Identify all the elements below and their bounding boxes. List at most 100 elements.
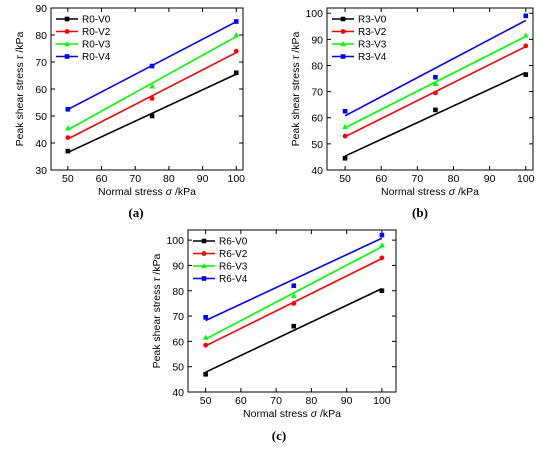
data-point-r6-v4 bbox=[291, 283, 297, 288]
x-tick-label: 70 bbox=[129, 173, 141, 185]
data-point-r0-v4 bbox=[233, 19, 239, 24]
data-point-r0-v2 bbox=[65, 135, 71, 141]
data-point-r3-v2 bbox=[433, 90, 438, 96]
legend-marker bbox=[64, 41, 70, 47]
y-tick-label: 50 bbox=[35, 111, 47, 123]
data-point-r6-v2 bbox=[203, 342, 209, 348]
data-point-r3-v2 bbox=[342, 133, 348, 139]
panel-caption: (c) bbox=[272, 428, 286, 443]
y-tick-label: 70 bbox=[311, 87, 323, 99]
x-tick-label: 70 bbox=[412, 173, 424, 185]
legend-label: R0-V3 bbox=[82, 40, 111, 51]
y-tick-label: 60 bbox=[35, 84, 47, 96]
y-tick-label: 50 bbox=[172, 362, 184, 374]
x-axis-title: Normal stress σ /kPa bbox=[98, 186, 196, 198]
data-point-r3-v0 bbox=[433, 107, 438, 113]
y-tick-label: 70 bbox=[35, 57, 47, 69]
legend-marker bbox=[64, 29, 70, 34]
y-tick-label: 80 bbox=[172, 286, 184, 298]
legend-marker bbox=[340, 29, 346, 34]
legend-marker bbox=[201, 238, 207, 244]
x-tick-label: 80 bbox=[306, 395, 318, 407]
data-point-r0-v0 bbox=[233, 70, 239, 76]
y-tick-label: 90 bbox=[311, 34, 323, 46]
fit-line-r6-v4 bbox=[205, 237, 383, 322]
legend-marker bbox=[201, 276, 207, 281]
plot-frame bbox=[187, 229, 397, 393]
chart-panel-c: 50 60 70 80 90 100 40 50 60 70 80 90 100 Normal stres… bbox=[151, 229, 397, 443]
y-tick-label: 60 bbox=[172, 336, 184, 348]
x-tick-label: 70 bbox=[270, 395, 282, 407]
fit-line-r3-v0 bbox=[344, 71, 527, 157]
fit-line-r0-v3 bbox=[67, 35, 237, 131]
y-tick-label: 90 bbox=[35, 3, 47, 15]
data-point-r0-v3 bbox=[233, 32, 240, 38]
data-point-r3-v4 bbox=[433, 74, 438, 80]
legend-label: R0-V0 bbox=[82, 15, 111, 26]
legend-marker bbox=[340, 41, 346, 47]
data-point-r3-v2 bbox=[523, 43, 529, 49]
x-tick-label: 90 bbox=[484, 173, 496, 185]
data-point-r6-v3 bbox=[290, 292, 297, 299]
y-tick-label: 80 bbox=[35, 30, 47, 42]
legend-label: R3-V2 bbox=[358, 27, 387, 38]
legend-marker bbox=[64, 54, 70, 59]
data-point-r6-v0 bbox=[203, 371, 208, 377]
y-tick-label: 100 bbox=[166, 235, 184, 247]
x-tick-label: 60 bbox=[375, 173, 387, 185]
y-tick-label: 80 bbox=[311, 60, 323, 72]
y-tick-label: 30 bbox=[35, 165, 47, 177]
data-point-r3-v3 bbox=[432, 80, 439, 86]
legend-marker bbox=[64, 16, 70, 22]
y-axis-title: Peak shear stress τ /kPa bbox=[151, 253, 163, 368]
fit-line-r0-v2 bbox=[67, 51, 237, 140]
data-point-r6-v3 bbox=[379, 242, 385, 248]
legend-marker bbox=[201, 251, 207, 256]
data-point-r0-v3 bbox=[65, 125, 71, 131]
x-tick-label: 80 bbox=[448, 173, 460, 185]
x-tick-label: 90 bbox=[197, 173, 209, 185]
data-point-r6-v2 bbox=[291, 301, 297, 306]
legend-label: R0-V2 bbox=[82, 27, 111, 38]
legend-label: R6-V3 bbox=[219, 262, 248, 273]
fit-line-r3-v4 bbox=[344, 19, 527, 117]
y-tick-label: 40 bbox=[35, 138, 47, 150]
legend-marker bbox=[340, 54, 346, 59]
x-tick-label: 50 bbox=[200, 395, 212, 407]
y-tick-label: 70 bbox=[172, 311, 184, 323]
data-point-r0-v2 bbox=[233, 48, 239, 54]
data-point-r0-v4 bbox=[65, 106, 71, 112]
legend-label: R3-V0 bbox=[358, 15, 387, 26]
x-tick-label: 100 bbox=[373, 395, 391, 407]
x-tick-label: 50 bbox=[62, 173, 74, 185]
x-tick-label: 60 bbox=[235, 395, 247, 407]
x-tick-label: 100 bbox=[227, 173, 245, 185]
fit-line-r0-v0 bbox=[67, 73, 237, 154]
data-point-r3-v4 bbox=[523, 13, 529, 19]
x-axis-title: Normal stress σ /kPa bbox=[243, 408, 341, 420]
data-point-r6-v4 bbox=[379, 232, 385, 238]
chart-panel-b: 50 60 70 80 90 100 40 50 60 70 80 90 100 Normal stres… bbox=[290, 7, 535, 220]
x-tick-label: 50 bbox=[339, 173, 351, 185]
data-point-r0-v3 bbox=[149, 83, 155, 89]
legend-label: R3-V4 bbox=[358, 52, 387, 63]
data-point-r6-v4 bbox=[203, 315, 208, 320]
legend-label: R3-V3 bbox=[358, 40, 387, 51]
y-tick-label: 40 bbox=[311, 165, 323, 177]
panel-caption: (b) bbox=[412, 205, 428, 220]
data-point-r3-v3 bbox=[342, 123, 348, 130]
data-point-r3-v0 bbox=[523, 72, 529, 77]
x-axis-title: Normal stress σ /kPa bbox=[381, 186, 479, 198]
y-axis-title: Peak shear stress τ /kPa bbox=[14, 31, 26, 146]
fit-line-r6-v0 bbox=[205, 287, 383, 373]
y-tick-label: 90 bbox=[172, 260, 184, 272]
legend-marker bbox=[201, 263, 207, 269]
data-point-r0-v4 bbox=[149, 63, 155, 69]
data-point-r0-v0 bbox=[65, 148, 71, 154]
legend-label: R6-V0 bbox=[219, 237, 248, 248]
y-tick-label: 40 bbox=[172, 387, 184, 399]
data-point-r0-v0 bbox=[149, 113, 155, 119]
legend-marker bbox=[340, 16, 346, 22]
x-tick-label: 80 bbox=[163, 173, 175, 185]
